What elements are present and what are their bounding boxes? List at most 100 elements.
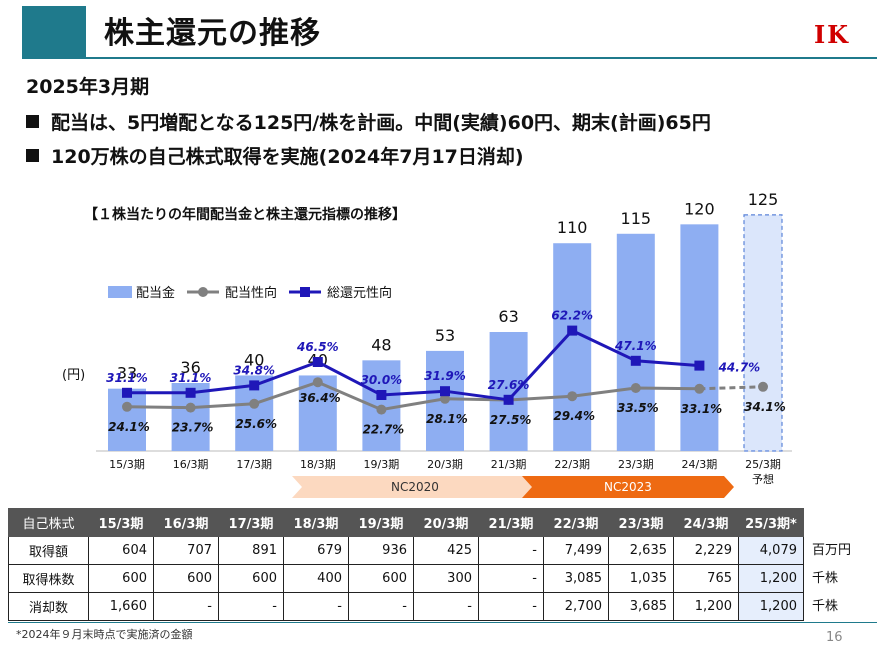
row-label: 消却数 [8,592,89,621]
total-return-label: 31.9% [424,369,466,383]
category-label: 25/3期 [745,458,781,471]
fiscal-year-heading: 2025年3月期 [26,76,150,98]
dividend-bar [489,332,528,451]
table-cell: 707 [153,536,219,565]
bullet-buyback: 120万株の自己株式取得を実施(2024年7月17日消却) [26,142,524,169]
table-cell: 2,700 [543,592,609,621]
table-cell: 600 [218,564,284,593]
table-cell: 600 [153,564,219,593]
total-return-point [694,360,705,371]
table-header-row: 自己株式 15/3期 16/3期 17/3期 18/3期 19/3期 20/3期… [8,508,804,537]
unit-cancelled: 千株 [812,599,839,614]
total-return-point [376,390,387,400]
total-return-point [249,380,260,391]
table-cell: 7,499 [543,536,609,565]
dividend-label: 115 [621,209,652,228]
dividend-label: 48 [371,335,391,354]
dividend-bar [616,233,655,451]
table-header-cell: 15/3期 [88,508,154,537]
table-header-cell: 16/3期 [153,508,219,537]
payout-point [122,401,132,412]
table-cell: 2,635 [608,536,674,565]
dividend-bar [553,243,592,451]
legend-payout-label: 配当性向 [225,286,278,301]
bullet-dividend: 配当は、5円増配となる125円/株を計画。中間(実績)60円、期末(計画)65円 [26,108,711,135]
table-header-cell: 17/3期 [218,508,284,537]
dividend-chart: 3336404048536311011512012515/3期16/3期17/3… [96,190,792,486]
total-return-point [122,387,132,398]
footnote: *2024年９月末時点で実施済の金額 [16,628,193,641]
total-return-label: 46.5% [296,340,339,354]
total-return-point [440,386,450,397]
table-row: 取得株数 600 600 600 400 600 300-3,085 1,035 765 1,20… [8,564,804,593]
legend-total-swatch [289,286,322,297]
table-cell: 679 [283,536,349,565]
table-header-cell: 20/3期 [413,508,479,537]
table-cell: - [478,536,544,565]
category-label: 23/3期 [618,458,654,471]
total-return-label: 30.0% [361,373,403,387]
payout-point [440,393,450,404]
total-return-label: 31.1% [106,371,148,385]
dividend-bar [680,224,719,451]
row-label: 取得額 [8,536,89,565]
table-cell: 765 [673,564,739,593]
dividend-label: 53 [435,326,455,345]
table-cell: - [283,592,349,621]
payout-label: 33.1% [681,402,723,416]
bullet-square-icon [26,149,39,162]
category-label: 24/3期 [682,458,718,471]
payout-label: 22.7% [363,423,405,437]
legend-total-label: 総還元性向 [327,286,393,301]
total-return-point [185,387,196,398]
total-return-line [127,328,700,402]
table-cell: 891 [218,536,284,565]
dividend-bar [743,214,783,452]
category-label: 15/3期 [109,458,145,471]
category-label: 17/3期 [236,458,272,471]
table-cell: 1,660 [88,592,154,621]
table-header-cell: 21/3期 [478,508,544,537]
dividend-label: 125 [748,190,779,209]
table-cell: - [413,592,479,621]
category-label: 21/3期 [491,458,527,471]
category-label: 19/3期 [364,458,400,471]
payout-label: 27.5% [490,413,532,427]
table-cell: 600 [348,564,414,593]
table-cell: 300 [413,564,479,593]
table-cell: - [478,564,544,593]
payout-point [567,391,578,402]
table-cell: - [218,592,284,621]
dividend-label: 40 [244,350,264,369]
table-cell: 400 [283,564,349,593]
row-label: 取得株数 [8,564,89,593]
table-header-cell: 23/3期 [608,508,674,537]
title-divider [22,57,877,59]
total-return-point [312,357,323,367]
category-label: 18/3期 [300,458,336,471]
payout-label: 34.1% [744,400,786,414]
table-cell: 3,685 [608,592,674,621]
payout-label: 28.1% [426,412,468,426]
total-return-label: 31.1% [170,371,212,385]
table-cell: 1,200 [673,592,739,621]
dividend-label: 120 [684,199,715,218]
table-cell: - [153,592,219,621]
title-accent-bar [22,6,86,58]
chart-legend: 配当金 配当性向 総還元性向 [108,282,392,301]
legend-total: 総還元性向 [287,282,392,301]
company-logo: IK [813,20,851,49]
page-number: 16 [826,630,843,645]
payout-forecast-line [699,385,764,391]
category-label: 16/3期 [173,458,209,471]
table-cell: 600 [88,564,154,593]
y-axis-unit: (円) [62,368,86,383]
table-cell: 1,200 [738,564,804,593]
payout-point [185,402,196,413]
total-return-point [503,394,514,405]
dividend-label: 63 [498,307,518,326]
table-cell: 1,200 [738,592,804,621]
legend-payout: 配当性向 [185,282,277,301]
dividend-label: 110 [557,218,588,237]
payout-point [758,381,768,392]
